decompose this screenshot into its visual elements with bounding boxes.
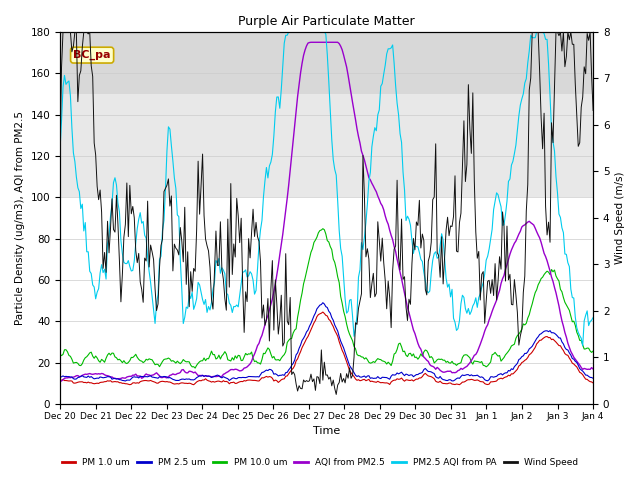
- Bar: [60, 94, 593, 197]
- Legend: PM 1.0 um, PM 2.5 um, PM 10.0 um, AQI from PM2.5, PM2.5 AQI from PA, Wind Speed: PM 1.0 um, PM 2.5 um, PM 10.0 um, AQI fr…: [58, 455, 582, 471]
- Text: BC_pa: BC_pa: [74, 50, 111, 60]
- Bar: [60, 32, 593, 94]
- X-axis label: Time: Time: [313, 426, 340, 436]
- Y-axis label: Particle Density (ug/m3), AQI from PM2.5: Particle Density (ug/m3), AQI from PM2.5: [15, 111, 25, 325]
- Title: Purple Air Particulate Matter: Purple Air Particulate Matter: [238, 15, 415, 28]
- Y-axis label: Wind Speed (m/s): Wind Speed (m/s): [615, 172, 625, 264]
